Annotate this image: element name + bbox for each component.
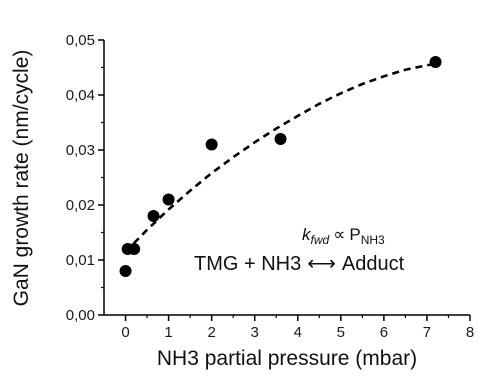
y-tick-label: 0,04	[66, 87, 95, 104]
k-symbol: k	[302, 225, 312, 244]
y-tick-label: 0,05	[66, 32, 95, 49]
x-tick-label: 8	[466, 324, 474, 341]
y-tick-label: 0,02	[66, 197, 95, 214]
proportional-symbol: ∝	[333, 225, 345, 244]
y-axis-ticks: 0,00 0,01 0,02 0,03 0,04 0,05	[66, 32, 104, 324]
x-tick-label: 1	[164, 324, 172, 341]
data-point	[429, 56, 442, 68]
data-point	[128, 243, 141, 255]
x-tick-label: 7	[423, 324, 431, 341]
x-tick-label: 3	[251, 324, 259, 341]
y-tick-label: 0,00	[66, 307, 95, 324]
x-tick-label: 2	[207, 324, 215, 341]
x-axis-ticks: 0 1 2 3 4 5 6 7 8	[121, 315, 474, 341]
k-subscript: fwd	[311, 233, 330, 247]
reaction-arrow: ⟷	[307, 253, 336, 275]
x-tick-label: 4	[294, 324, 302, 341]
reaction-right: Adduct	[342, 253, 405, 275]
x-tick-label: 5	[337, 324, 345, 341]
fit-curve	[124, 62, 436, 253]
x-tick-label: 6	[380, 324, 388, 341]
x-tick-label: 0	[121, 324, 129, 341]
pressure-symbol: P	[349, 225, 360, 244]
y-tick-label: 0,03	[66, 142, 95, 159]
data-points	[119, 56, 442, 277]
y-axis-title: GaN growth rate (nm/cycle)	[10, 50, 33, 307]
data-point	[205, 138, 218, 151]
data-point	[119, 265, 132, 277]
reaction-left: TMG + NH3	[194, 253, 301, 275]
data-point	[147, 210, 160, 222]
rate-proportionality-annotation: kfwd ∝ PNH3	[302, 225, 385, 247]
pressure-subscript: NH3	[361, 233, 385, 247]
data-point	[274, 133, 287, 145]
x-axis-title: NH3 partial pressure (mbar)	[157, 347, 417, 370]
reaction-annotation: TMG + NH3 ⟷ Adduct	[194, 253, 405, 275]
y-tick-label: 0,01	[66, 252, 95, 269]
data-point	[162, 193, 175, 206]
